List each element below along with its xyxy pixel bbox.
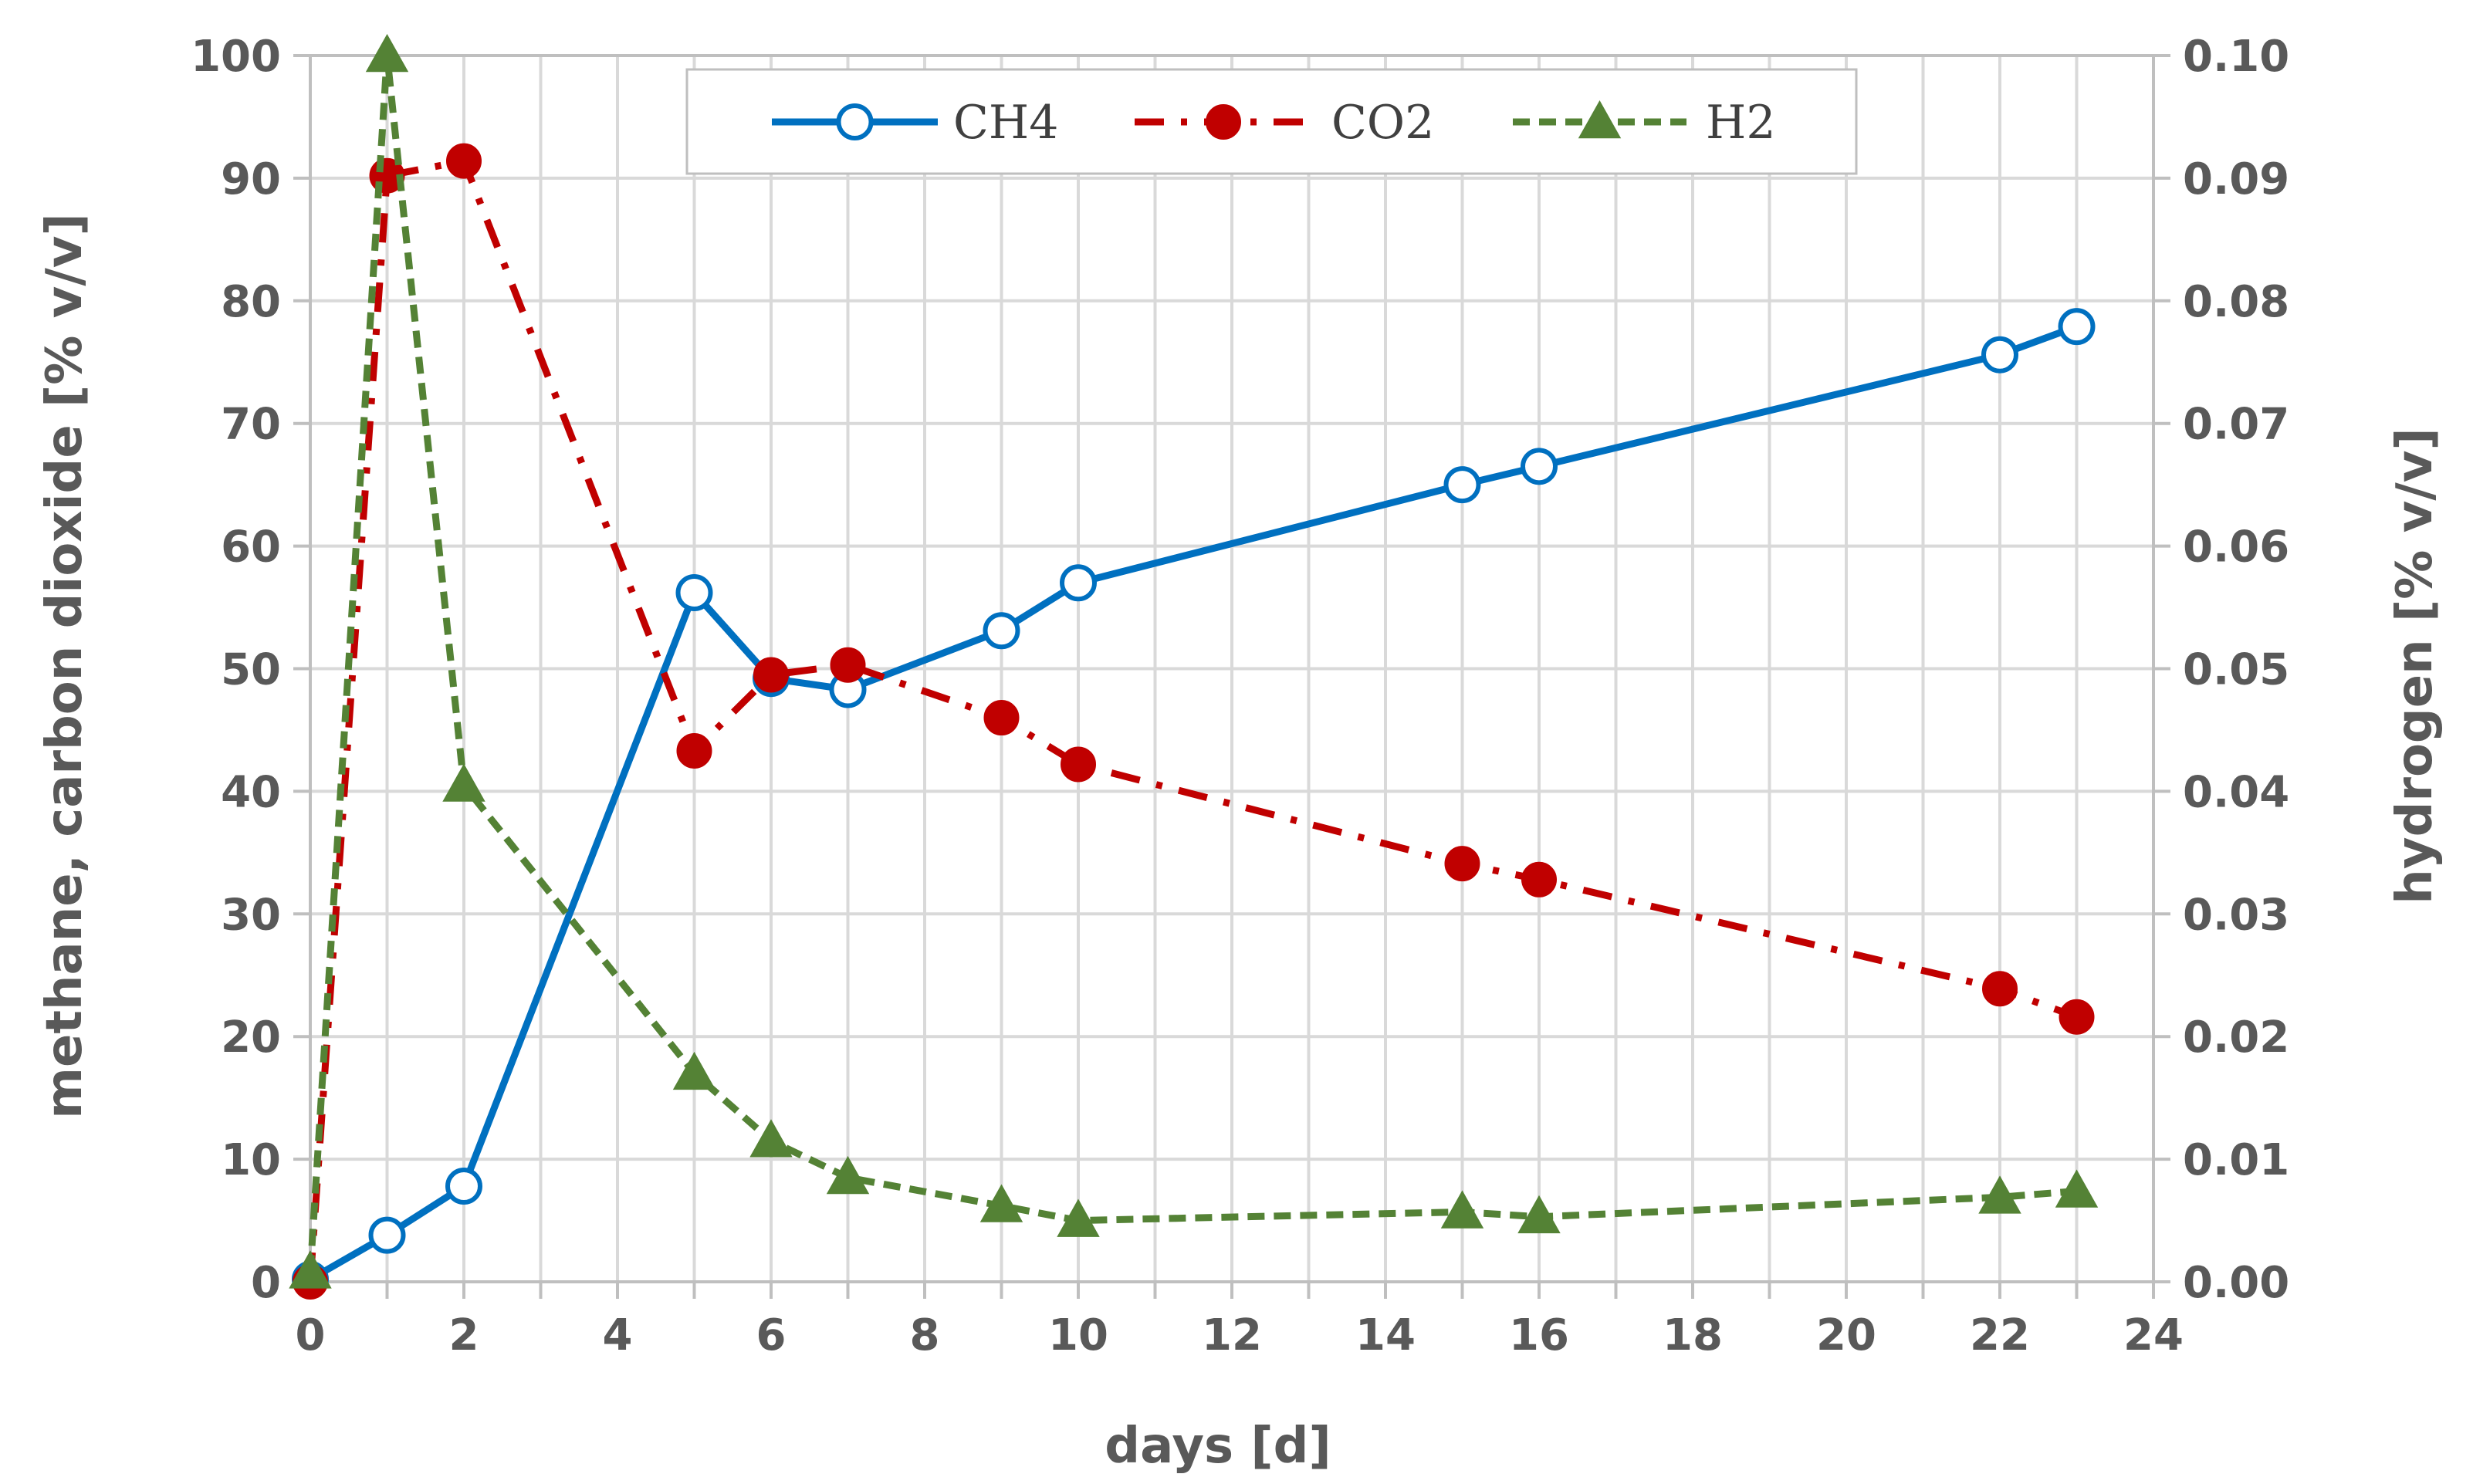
data-point-h2 xyxy=(2055,1169,2099,1208)
x-tick-label: 6 xyxy=(756,1310,787,1361)
data-point-co2 xyxy=(1982,971,2018,1007)
legend: CH4 CO2 H2 xyxy=(685,68,1858,175)
y-tick-label: 40 xyxy=(221,767,281,817)
y2-tick-label: 0.04 xyxy=(2183,767,2289,817)
y2-tick-label: 0.01 xyxy=(2183,1135,2289,1185)
data-point-h2 xyxy=(365,33,409,73)
data-point-h2 xyxy=(442,763,485,802)
x-axis-title: days [d] xyxy=(1105,1418,1331,1475)
data-point-h2 xyxy=(1057,1198,1100,1237)
y2-tick-label: 0.06 xyxy=(2183,522,2289,573)
series-ch4 xyxy=(292,308,2096,1298)
legend-box xyxy=(685,68,1858,175)
x-tick-label: 18 xyxy=(1663,1310,1723,1361)
y2-tick-label: 0.10 xyxy=(2183,32,2289,82)
data-point-co2 xyxy=(2059,999,2095,1035)
data-point-h2 xyxy=(1978,1175,2021,1214)
x-tick-label: 22 xyxy=(1970,1310,2030,1361)
legend-label-h2: H2 xyxy=(1706,96,1776,150)
data-point-ch4 xyxy=(1443,466,1481,504)
y-tick-label: 50 xyxy=(221,645,281,695)
data-point-ch4 xyxy=(675,573,713,611)
data-point-co2 xyxy=(1444,846,1480,882)
x-tick-label: 12 xyxy=(1202,1310,1262,1361)
x-tick-label: 16 xyxy=(1509,1310,1569,1361)
data-point-h2 xyxy=(979,1184,1023,1222)
data-point-h2 xyxy=(749,1119,793,1158)
series-layer xyxy=(289,33,2099,1300)
y2-tick-label: 0.05 xyxy=(2183,645,2289,695)
y-axis-ticks: 0 10 20 30 40 50 60 70 80 90 100 xyxy=(191,32,281,1308)
y2-tick-label: 0.09 xyxy=(2183,154,2289,205)
legend-label-ch4: CH4 xyxy=(953,96,1058,150)
x-tick-label: 14 xyxy=(1355,1310,1416,1361)
data-point-co2 xyxy=(1061,746,1096,783)
data-point-ch4 xyxy=(983,612,1020,650)
data-point-ch4 xyxy=(2058,308,2096,346)
series-h2 xyxy=(289,33,2099,1289)
y2-tick-label: 0.03 xyxy=(2183,890,2289,940)
data-point-h2 xyxy=(672,1051,716,1090)
data-point-co2 xyxy=(1521,861,1557,897)
y-tick-label: 30 xyxy=(221,890,281,940)
y2-tick-label: 0.07 xyxy=(2183,400,2289,450)
data-point-h2 xyxy=(289,1250,332,1289)
data-point-co2 xyxy=(983,700,1020,736)
data-point-co2 xyxy=(830,647,866,683)
x-tick-label: 8 xyxy=(910,1310,940,1361)
y-tick-label: 60 xyxy=(221,522,281,573)
y-tick-label: 90 xyxy=(221,154,281,205)
series-line-h2 xyxy=(306,52,2077,1273)
grid xyxy=(309,54,2155,1283)
y-tick-label: 80 xyxy=(221,277,281,327)
y2-tick-label: 0.02 xyxy=(2183,1012,2289,1063)
y2-axis-title: hydrogen [% v/v] xyxy=(2387,428,2444,904)
y2-tick-label: 0.08 xyxy=(2183,277,2289,327)
data-point-h2 xyxy=(826,1155,870,1195)
data-point-co2 xyxy=(446,143,482,179)
data-point-ch4 xyxy=(1981,336,2018,374)
y-tick-label: 100 xyxy=(191,32,281,82)
y2-axis-ticks: 0.00 0.01 0.02 0.03 0.04 0.05 0.06 0.07 0.08 0.09… xyxy=(2183,32,2289,1308)
data-point-co2 xyxy=(753,657,789,693)
series-line-co2 xyxy=(306,157,2079,1283)
data-point-ch4 xyxy=(368,1216,406,1254)
data-point-h2 xyxy=(1517,1195,1561,1234)
data-point-co2 xyxy=(676,732,712,769)
legend-marker-co2 xyxy=(1206,104,1241,140)
data-point-ch4 xyxy=(1060,564,1097,602)
legend-marker-h2 xyxy=(1578,100,1622,139)
y-tick-label: 20 xyxy=(221,1012,281,1063)
x-tick-label: 2 xyxy=(449,1310,479,1361)
x-tick-label: 20 xyxy=(1816,1310,1876,1361)
x-tick-label: 10 xyxy=(1048,1310,1108,1361)
data-point-ch4 xyxy=(445,1168,482,1205)
y-tick-label: 0 xyxy=(251,1258,281,1308)
y2-tick-label: 0.00 xyxy=(2183,1258,2289,1308)
plot-area-border xyxy=(309,54,2155,1283)
x-tick-label: 4 xyxy=(603,1310,633,1361)
x-tick-label: 0 xyxy=(296,1310,326,1361)
legend-label-co2: CO2 xyxy=(1331,96,1434,150)
y-tick-label: 70 xyxy=(221,400,281,450)
y-tick-label: 10 xyxy=(221,1135,281,1185)
legend-marker-ch4 xyxy=(836,103,874,140)
series-line-ch4 xyxy=(308,323,2079,1283)
x-axis-ticks: 0 2 4 6 8 10 12 14 16 18 20 22 24 xyxy=(296,1310,2184,1361)
plot-frame xyxy=(293,54,2170,1299)
data-point-ch4 xyxy=(1521,448,1558,485)
y-axis-title: methane, carbon dioxide [% v/v] xyxy=(36,213,93,1118)
series-co2 xyxy=(293,143,2095,1300)
data-point-h2 xyxy=(1440,1190,1484,1229)
x-tick-label: 24 xyxy=(2123,1310,2184,1361)
